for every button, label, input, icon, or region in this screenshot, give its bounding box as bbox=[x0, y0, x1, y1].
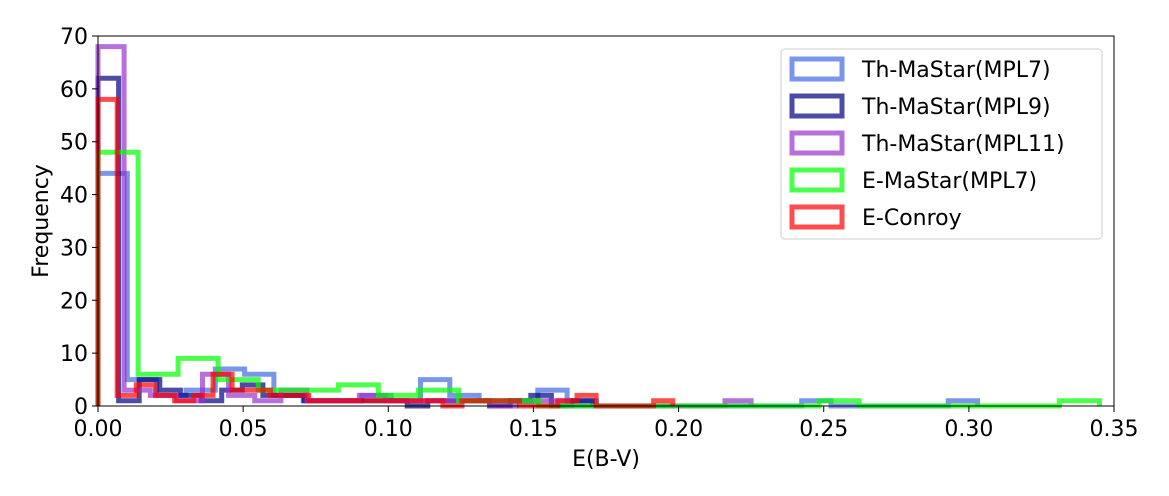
legend-label-2: Th-MaStar(MPL11) bbox=[861, 132, 1065, 157]
series-step-1 bbox=[95, 75, 596, 409]
legend-swatch-0 bbox=[789, 56, 845, 82]
x-tick-label-4: 0.20 bbox=[654, 417, 703, 442]
x-tick-label-2: 0.10 bbox=[364, 417, 413, 442]
y-tick-label-3: 30 bbox=[60, 236, 88, 261]
x-tick-label-5: 0.25 bbox=[799, 417, 848, 442]
legend-swatch-3 bbox=[789, 167, 845, 193]
x-axis-label: E(B-V) bbox=[572, 447, 640, 472]
legend-label-1: Th-MaStar(MPL9) bbox=[861, 95, 1051, 120]
x-tick-label-0: 0.00 bbox=[74, 417, 123, 442]
y-tick-label-2: 20 bbox=[60, 289, 88, 314]
legend-frame bbox=[780, 48, 1103, 240]
ticks-layer: 0.00 0.05 0.10 0.15 0.20 0.25 0.30 0.35 0 10 20 30 4… bbox=[60, 25, 1138, 442]
plot-frame bbox=[97, 35, 1115, 407]
series-step-4 bbox=[95, 96, 676, 409]
y-tick-label-7: 70 bbox=[60, 25, 88, 50]
x-tick-label-3: 0.15 bbox=[509, 417, 558, 442]
y-tick-label-1: 10 bbox=[60, 342, 88, 367]
x-tick-label-6: 0.30 bbox=[944, 417, 993, 442]
x-tick-label-7: 0.35 bbox=[1090, 417, 1139, 442]
y-axis-label: Frequency bbox=[29, 164, 54, 278]
legend-swatch-1 bbox=[789, 93, 845, 119]
legend-label-3: E-MaStar(MPL7) bbox=[862, 169, 1037, 194]
y-tick-label-4: 40 bbox=[60, 184, 88, 209]
y-tick-label-6: 60 bbox=[60, 78, 88, 103]
x-tick-label-1: 0.05 bbox=[219, 417, 268, 442]
legend: Th-MaStar(MPL7) Th-MaStar(MPL9) Th-MaStar(… bbox=[780, 48, 1103, 240]
legend-swatch-4 bbox=[789, 204, 845, 230]
legend-label-4: E-Conroy bbox=[862, 206, 962, 231]
legend-label-0: Th-MaStar(MPL7) bbox=[861, 58, 1051, 83]
series-step-2 bbox=[95, 44, 754, 409]
y-tick-label-0: 0 bbox=[74, 395, 88, 420]
y-tick-label-5: 50 bbox=[60, 131, 88, 156]
legend-swatch-2 bbox=[789, 130, 845, 156]
